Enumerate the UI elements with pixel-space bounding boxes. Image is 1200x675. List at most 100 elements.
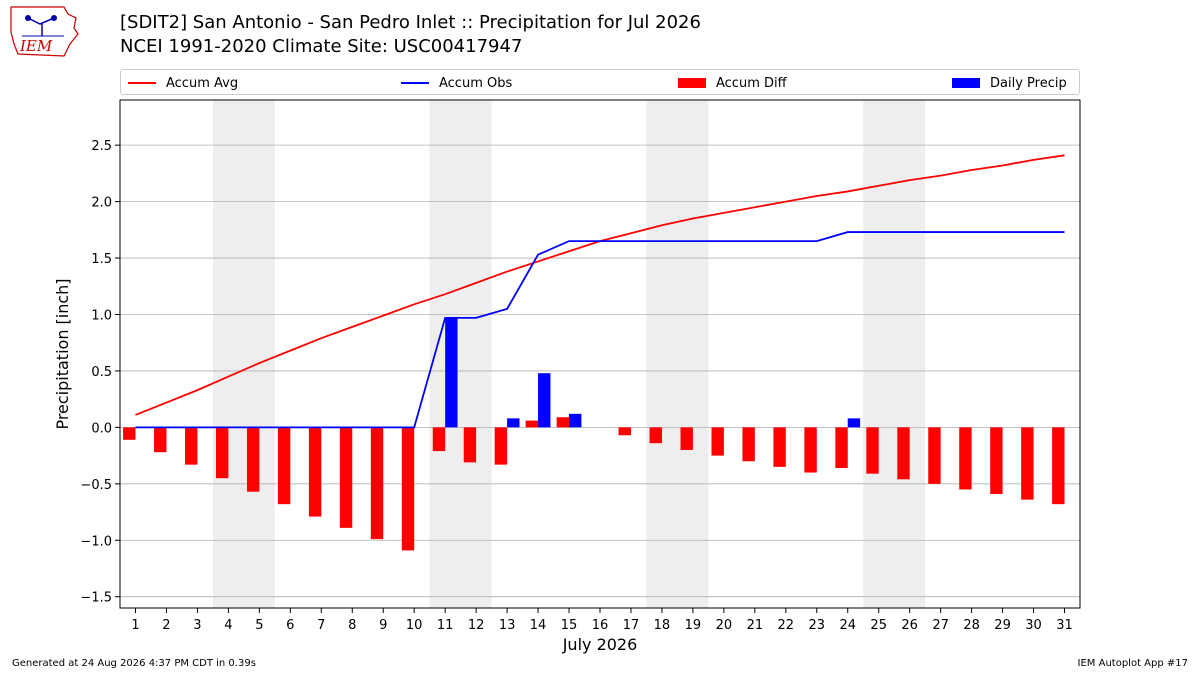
accum-diff-bar	[618, 427, 631, 436]
accum-diff-bar	[556, 417, 570, 428]
x-tick-label: 12	[468, 618, 485, 633]
weekend-band	[646, 100, 709, 608]
accum-diff-bar	[185, 427, 198, 465]
x-tick-label: 29	[994, 618, 1011, 633]
legend-label-daily-precip: Daily Precip	[990, 75, 1067, 91]
gridlines	[120, 144, 1080, 598]
legend-item-accum-diff: Accum Diff	[678, 70, 787, 96]
x-tick-label: 24	[839, 618, 856, 633]
x-tick-label: 4	[224, 618, 232, 633]
x-tick-label: 25	[870, 618, 887, 633]
daily-precip-bar	[445, 317, 458, 428]
daily-precip-bar	[538, 373, 551, 428]
x-tick-label: 23	[809, 618, 826, 633]
accum-diff-bar	[370, 427, 384, 540]
accum-diff-bar	[463, 427, 477, 463]
accum-diff-bar	[804, 427, 817, 473]
weekend-shading	[212, 100, 926, 608]
x-tick-label: 28	[963, 618, 980, 633]
lines	[135, 154, 1065, 429]
accum-diff-bar	[990, 427, 1003, 494]
y-tick-label: 2.5	[91, 139, 112, 154]
x-tick-label: 31	[1056, 618, 1073, 633]
x-tick-label: 6	[286, 618, 294, 633]
x-tick-label: 10	[406, 618, 423, 633]
x-tick-label: 9	[379, 618, 387, 633]
x-tick-label: 19	[685, 618, 702, 633]
x-tick-label: 14	[530, 618, 547, 633]
accum-diff-bar	[123, 427, 136, 440]
weekend-band	[212, 100, 275, 608]
accum-diff-bar	[897, 427, 910, 480]
x-tick-label: 20	[716, 618, 733, 633]
accum-diff-bar	[680, 427, 693, 450]
accum-diff-bar	[308, 427, 322, 517]
accum-diff-bar	[154, 427, 167, 453]
accum-diff-bar	[277, 427, 291, 505]
accum-diff-bar	[711, 427, 724, 456]
chart-subtitle: NCEI 1991-2020 Climate Site: USC00417947	[120, 36, 523, 57]
legend: Accum Avg Accum Obs Accum Diff Daily Pre…	[120, 69, 1080, 95]
y-tick-label: 0.0	[91, 421, 112, 436]
legend-swatch-accum-avg	[128, 82, 156, 84]
x-tick-label: 1	[131, 618, 139, 633]
weekend-band	[429, 100, 492, 608]
x-axis-label: July 2026	[562, 635, 638, 654]
x-tick-label: 22	[778, 618, 795, 633]
accum-diff-bar	[216, 427, 229, 479]
weekend-band	[863, 100, 926, 608]
legend-swatch-accum-obs	[401, 82, 429, 84]
x-tick-label: 18	[654, 618, 671, 633]
accum-diff-bar	[928, 427, 941, 484]
iem-logo: IEM	[10, 6, 79, 57]
ticks: −1.5−1.0−0.50.00.51.01.52.02.51 2 3 4 5 6 7 8 9 1…	[80, 139, 1072, 633]
legend-label-accum-diff: Accum Diff	[716, 75, 787, 91]
accum-diff-bar	[835, 427, 848, 469]
y-tick-label: 0.5	[91, 365, 112, 380]
y-tick-label: 1.5	[91, 252, 112, 267]
x-tick-label: 27	[932, 618, 949, 633]
x-tick-label: 21	[747, 618, 764, 633]
accum-diff-bar	[1052, 427, 1065, 505]
legend-swatch-daily-precip	[952, 78, 980, 88]
footer-app: IEM Autoplot App #17	[1077, 658, 1188, 669]
accum-diff-bar	[401, 427, 415, 551]
x-tick-label: 3	[193, 618, 201, 633]
legend-item-accum-obs: Accum Obs	[401, 70, 512, 96]
x-tick-label: 11	[437, 618, 454, 633]
daily-precip-bar	[569, 413, 582, 428]
accum-obs-line	[135, 231, 1065, 429]
y-tick-label: 1.0	[91, 308, 112, 323]
accum-diff-bar	[339, 427, 353, 528]
daily-precip-bar	[847, 418, 861, 428]
accum-diff-bar	[959, 427, 972, 490]
legend-item-daily-precip: Daily Precip	[952, 70, 1067, 96]
logo-text: IEM	[19, 37, 53, 55]
chart-title: [SDIT2] San Antonio - San Pedro Inlet ::…	[120, 12, 701, 33]
legend-label-accum-avg: Accum Avg	[166, 75, 239, 91]
y-tick-label: −1.5	[80, 591, 112, 606]
daily-precip-bar	[507, 418, 520, 428]
x-tick-label: 5	[255, 618, 263, 633]
accum-diff-bar	[432, 427, 446, 452]
x-tick-label: 2	[162, 618, 170, 633]
x-tick-label: 7	[317, 618, 325, 633]
x-tick-label: 17	[623, 618, 640, 633]
x-tick-label: 15	[561, 618, 578, 633]
accum-diff-bar	[773, 427, 786, 467]
x-tick-label: 16	[592, 618, 609, 633]
accum-diff-bar	[742, 427, 755, 462]
y-tick-label: 2.0	[91, 196, 112, 211]
accum-diff-bar	[494, 427, 508, 465]
accum-diff-bar	[246, 427, 260, 492]
legend-swatch-accum-diff	[678, 78, 706, 88]
x-tick-label: 26	[901, 618, 918, 633]
legend-label-accum-obs: Accum Obs	[439, 75, 513, 91]
accum-diff-bar	[866, 427, 879, 474]
y-tick-label: −0.5	[80, 478, 112, 493]
x-tick-label: 8	[348, 618, 356, 633]
x-tick-label: 30	[1025, 618, 1042, 633]
x-tick-label: 13	[499, 618, 516, 633]
legend-item-accum-avg: Accum Avg	[128, 70, 238, 96]
